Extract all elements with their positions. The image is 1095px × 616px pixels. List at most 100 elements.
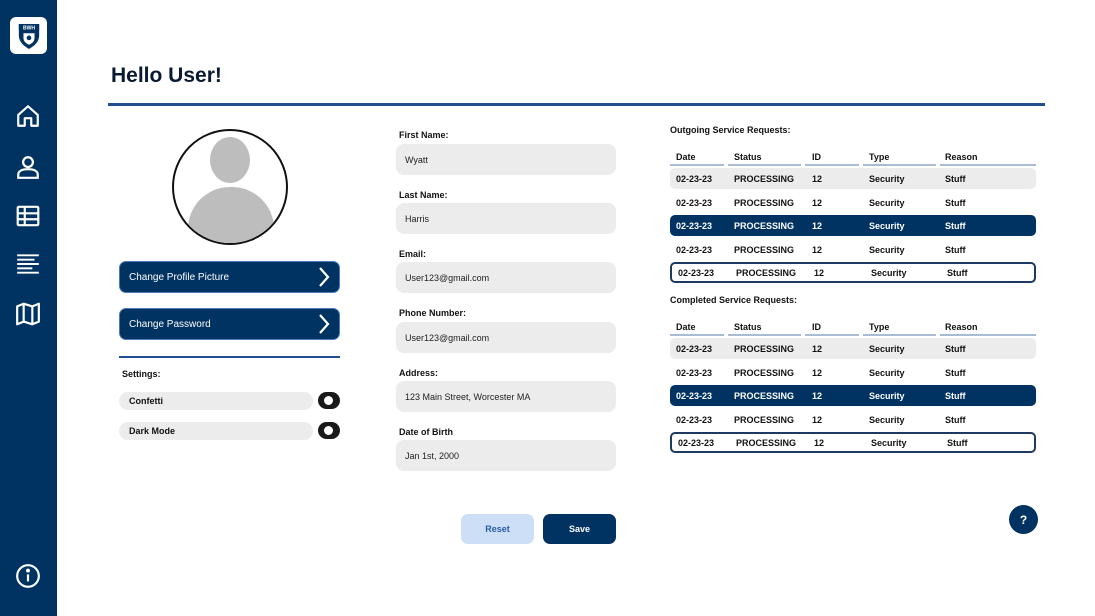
phone-label: Phone Number: (399, 308, 467, 318)
change-password-label: Change Password (129, 318, 211, 330)
setting-confetti: Confetti (119, 392, 313, 410)
cell-status: PROCESSING (734, 414, 795, 425)
column-header: Reason (945, 152, 978, 162)
settings-divider (119, 356, 340, 358)
dark-mode-toggle[interactable] (318, 422, 340, 439)
last-name-field[interactable] (396, 203, 616, 234)
reset-button[interactable]: Reset (461, 514, 534, 544)
column-header: Date (676, 152, 696, 162)
cell-reason: Stuff (945, 367, 966, 378)
cell-date: 02-23-23 (676, 244, 713, 255)
completed-requests-table: Date Status ID Type Reason 02-23-23 PROC… (670, 316, 1036, 453)
cell-id: 12 (814, 267, 825, 278)
cell-id: 12 (812, 197, 823, 208)
change-profile-picture-button[interactable]: Change Profile Picture (119, 261, 340, 293)
header-underline (670, 164, 1036, 166)
cell-status: PROCESSING (734, 197, 795, 208)
cell-reason: Stuff (945, 344, 966, 355)
table-header: Date Status ID Type Reason (670, 146, 1036, 166)
cell-id: 12 (812, 414, 823, 425)
header-underline (670, 334, 1036, 336)
chevron-right-icon (319, 267, 330, 287)
table-row[interactable]: 02-23-23 PROCESSING 12 Security Stuff (670, 338, 1036, 360)
cell-id: 12 (812, 391, 823, 402)
cell-reason: Stuff (945, 197, 966, 208)
cell-date: 02-23-23 (676, 344, 713, 355)
cell-reason: Stuff (945, 174, 966, 185)
cell-status: PROCESSING (734, 174, 795, 185)
cell-reason: Stuff (947, 437, 968, 448)
settings-label: Settings: (122, 369, 161, 379)
list-icon[interactable] (13, 249, 43, 279)
shield-logo-icon: BWH (18, 23, 39, 49)
setting-dark-mode: Dark Mode (119, 422, 313, 440)
help-button[interactable]: ? (1009, 505, 1038, 534)
address-field[interactable] (396, 381, 616, 412)
table-header: Date Status ID Type Reason (670, 316, 1036, 336)
logo[interactable]: BWH (10, 17, 47, 54)
avatar[interactable] (172, 129, 288, 245)
cell-date: 02-23-23 (676, 391, 713, 402)
cell-type: Security (869, 344, 905, 355)
cell-id: 12 (812, 244, 823, 255)
first-name-label: First Name: (399, 130, 449, 140)
table-row-focused[interactable]: 02-23-23 PROCESSING 12 Security Stuff (670, 261, 1036, 283)
table-row-selected[interactable]: 02-23-23 PROCESSING 12 Security Stuff (670, 385, 1036, 407)
cell-status: PROCESSING (736, 437, 797, 448)
email-label: Email: (399, 249, 427, 259)
cell-status: PROCESSING (734, 221, 795, 232)
cell-reason: Stuff (945, 391, 966, 402)
cell-reason: Stuff (945, 244, 966, 255)
info-icon[interactable] (13, 561, 43, 591)
completed-requests-title: Completed Service Requests: (670, 295, 798, 305)
phone-field[interactable] (396, 322, 616, 353)
cell-status: PROCESSING (734, 344, 795, 355)
table-icon[interactable] (13, 201, 43, 231)
table-row-focused[interactable]: 02-23-23 PROCESSING 12 Security Stuff (670, 431, 1036, 453)
column-header: Status (734, 322, 762, 332)
cell-type: Security (869, 391, 905, 402)
chevron-right-icon (319, 314, 330, 334)
table-row-selected[interactable]: 02-23-23 PROCESSING 12 Security Stuff (670, 215, 1036, 237)
cell-type: Security (869, 244, 905, 255)
home-icon[interactable] (13, 101, 43, 131)
cell-date: 02-23-23 (676, 221, 713, 232)
save-button[interactable]: Save (543, 514, 616, 544)
table-row[interactable]: 02-23-23 PROCESSING 12 Security Stuff (670, 409, 1036, 430)
cell-reason: Stuff (945, 414, 966, 425)
column-header: Type (869, 152, 890, 162)
last-name-label: Last Name: (399, 190, 448, 200)
cell-id: 12 (812, 174, 823, 185)
cell-id: 12 (812, 344, 823, 355)
column-header: ID (812, 322, 821, 332)
change-password-button[interactable]: Change Password (119, 308, 340, 340)
confetti-toggle[interactable] (318, 392, 340, 409)
dob-field[interactable] (396, 440, 616, 471)
map-icon[interactable] (13, 299, 43, 329)
cell-id: 12 (812, 367, 823, 378)
cell-date: 02-23-23 (676, 414, 713, 425)
cell-type: Security (869, 174, 905, 185)
table-row[interactable]: 02-23-23 PROCESSING 12 Security Stuff (670, 239, 1036, 260)
table-row[interactable]: 02-23-23 PROCESSING 12 Security Stuff (670, 362, 1036, 383)
address-label: Address: (399, 368, 439, 378)
sidebar: BWH (0, 0, 57, 616)
outgoing-requests-table: Date Status ID Type Reason 02-23-23 PROC… (670, 146, 1036, 283)
table-row[interactable]: 02-23-23 PROCESSING 12 Security Stuff (670, 192, 1036, 213)
svg-text:BWH: BWH (22, 25, 34, 31)
table-row[interactable]: 02-23-23 PROCESSING 12 Security Stuff (670, 168, 1036, 190)
setting-label: Dark Mode (129, 426, 176, 436)
cell-type: Security (871, 267, 907, 278)
cell-date: 02-23-23 (678, 437, 715, 448)
avatar-head (210, 137, 250, 183)
avatar-body (188, 187, 274, 243)
cell-type: Security (869, 221, 905, 232)
cell-type: Security (871, 437, 907, 448)
first-name-field[interactable] (396, 144, 616, 175)
email-field[interactable] (396, 262, 616, 293)
cell-type: Security (869, 367, 905, 378)
cell-status: PROCESSING (734, 244, 795, 255)
column-header: Type (869, 322, 890, 332)
user-icon[interactable] (13, 152, 43, 182)
outgoing-requests-title: Outgoing Service Requests: (670, 125, 791, 135)
